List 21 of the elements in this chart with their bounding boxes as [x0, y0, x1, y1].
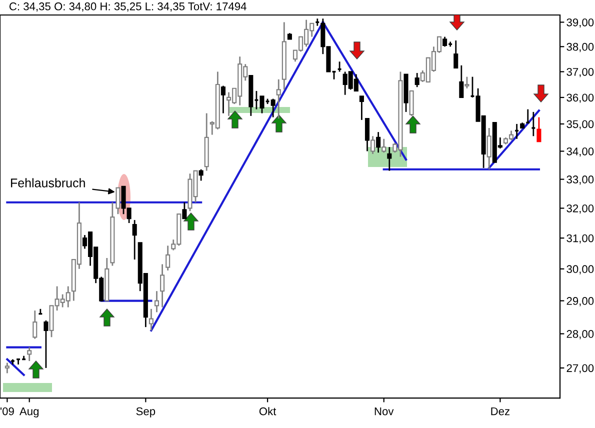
- y-tick-label: 37,00: [566, 68, 594, 78]
- chart-title: C: 34,35 O: 34,80 H: 35,25 L: 34,35 TotV: 17494: [9, 2, 246, 12]
- y-tick-label: 31,00: [566, 234, 594, 244]
- x-tick-label: Sep: [136, 407, 156, 418]
- y-tick-label: 39,00: [566, 18, 594, 28]
- x-tick-label: Okt: [259, 407, 276, 416]
- x-tick-label: '09: [0, 407, 14, 416]
- x-tick-label: Aug: [19, 407, 39, 418]
- y-tick-label: 27,00: [566, 364, 594, 374]
- y-tick-label: 29,00: [566, 297, 594, 306]
- y-tick-label: 32,00: [566, 204, 594, 214]
- y-tick-label: 33,00: [566, 176, 594, 185]
- y-tick-label: 36,00: [566, 94, 594, 103]
- y-tick-label: 28,00: [566, 330, 594, 340]
- y-tick-label: 38,00: [566, 42, 594, 52]
- x-tick-label: Nov: [374, 407, 394, 416]
- y-tick-label: 30,00: [566, 265, 594, 274]
- y-tick-label: 35,00: [566, 120, 594, 130]
- annotation: Fehlausbruch: [11, 178, 85, 188]
- y-tick-label: 34,00: [566, 147, 594, 157]
- x-tick-label: Dez: [491, 407, 510, 416]
